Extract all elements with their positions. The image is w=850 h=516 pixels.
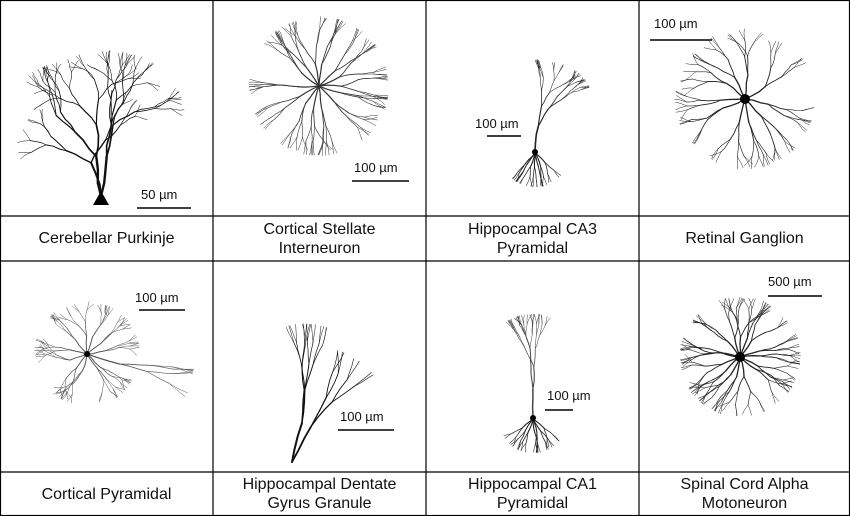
cortical-pyramidal-neuron-icon: 100 µm <box>34 290 194 404</box>
retinal-ganglion-neuron-icon: 100 µm <box>650 16 815 170</box>
label-cerebellar-purkinje: Cerebellar Purkinje <box>38 230 175 247</box>
scale-bar-label: 100 µm <box>475 116 519 131</box>
label-spinal-motoneuron: Spinal Cord Alpha Motoneuron <box>680 476 809 512</box>
scale-bar-label: 50 µm <box>141 187 177 202</box>
dentate-granule-neuron-icon: 100 µm <box>285 323 394 463</box>
ca1-pyramidal-neuron-icon: 100 µm <box>503 313 591 453</box>
scale-bar-label: 100 µm <box>547 388 591 403</box>
label-dentate-granule: Hippocampal Dentate Gyrus Granule <box>242 476 397 512</box>
panel-cortical-pyramidal: 100 µm <box>1 262 212 471</box>
purkinje-neuron-icon: 50 µm <box>17 50 191 209</box>
scale-bar-label: 100 µm <box>135 290 179 305</box>
label-hippocampal-ca3: Hippocampal CA3 Pyramidal <box>468 220 597 257</box>
scale-bar-label: 500 µm <box>768 274 812 289</box>
panel-hippocampal-ca1: 100 µm <box>427 262 638 471</box>
panel-cerebellar-purkinje: 50 µm <box>1 1 212 215</box>
motoneuron-icon: 500 µm <box>680 274 822 416</box>
label-hippocampal-ca1: Hippocampal CA1 Pyramidal <box>468 476 597 512</box>
panel-dentate-granule: 100 µm <box>214 262 425 471</box>
panel-hippocampal-ca3: 100 µm <box>427 1 638 215</box>
label-cortical-pyramidal: Cortical Pyramidal <box>41 485 172 503</box>
label-cortical-stellate: Cortical Stellate Interneuron <box>263 220 376 257</box>
scale-bar-label: 100 µm <box>354 160 398 175</box>
panel-spinal-motoneuron: 500 µm <box>640 262 849 471</box>
panel-cortical-stellate: 100 µm <box>214 1 425 215</box>
scale-bar-label: 100 µm <box>340 409 384 424</box>
panel-retinal-ganglion: 100 µm <box>640 1 849 215</box>
scale-bar-label: 100 µm <box>654 16 698 31</box>
stellate-neuron-icon: 100 µm <box>248 16 409 182</box>
label-retinal-ganglion: Retinal Ganglion <box>685 230 804 247</box>
ca3-pyramidal-neuron-icon: 100 µm <box>475 59 590 188</box>
